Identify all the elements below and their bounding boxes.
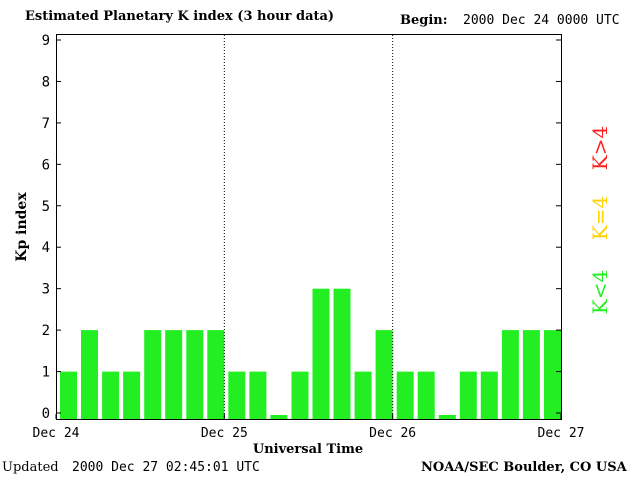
y-tick-label: 2 [42,323,50,339]
y-tick-label: 1 [42,365,50,381]
kp-bar [312,288,330,419]
kp-bar [81,330,98,419]
y-tick-label: 3 [42,282,50,298]
begin-value: 2000 Dec 24 0000 UTC [463,13,620,28]
kp-bar [438,415,456,419]
x-tick-label: Dec 27 [538,426,585,441]
kp-bar [60,371,77,419]
kp-bar [333,288,351,419]
kp-bar [544,330,561,419]
x-tick-label: Dec 25 [201,426,248,441]
kp-bar [270,415,288,419]
kp-bar [291,371,309,419]
kp-bar [417,371,435,419]
plot-frame [56,34,562,420]
x-axis: Dec 24 Dec 25 Dec 26 Dec 27 [33,414,585,441]
kp-bar [123,371,141,419]
kp-bar [228,371,246,419]
chart-title: Estimated Planetary K index (3 hour data… [25,9,335,24]
kp-bar [501,330,519,419]
y-tick-label: 4 [42,240,50,256]
kp-bar [249,371,267,419]
y-tick-label: 6 [42,157,50,173]
legend-item: K>4 [588,125,612,171]
kp-bar [480,371,498,419]
kp-bar [186,330,204,419]
updated-value: 2000 Dec 27 02:45:01 UTC [72,460,260,475]
y-tick-label: 8 [42,74,50,90]
bars-group [60,288,561,419]
kp-bar [102,371,120,419]
grid-lines [223,35,394,419]
y-axis: 0 1 2 3 4 5 6 7 8 9 [42,33,561,422]
legend-item: K<4 [588,269,612,315]
y-tick-label: 5 [42,199,50,215]
x-tick-label: Dec 24 [33,426,80,441]
kp-bar [354,371,372,419]
kp-bar [459,371,477,419]
kp-bar [144,330,162,419]
kp-bar [165,330,183,419]
kp-bar [207,330,225,419]
legend-item: K=4 [588,195,612,241]
kp-bar [375,330,393,419]
y-axis-label: Kp index [14,192,30,262]
source-credit: NOAA/SEC Boulder, CO USA [421,460,627,475]
kp-bar [396,371,414,419]
x-tick-label: Dec 26 [369,426,416,441]
y-tick-label: 0 [42,406,50,422]
x-axis-label: Universal Time [253,442,363,457]
y-tick-label: 7 [42,116,50,132]
begin-label: Begin: [400,13,448,28]
kp-bar [522,330,540,419]
updated-label: Updated [2,460,59,475]
y-tick-label: 9 [42,33,50,49]
